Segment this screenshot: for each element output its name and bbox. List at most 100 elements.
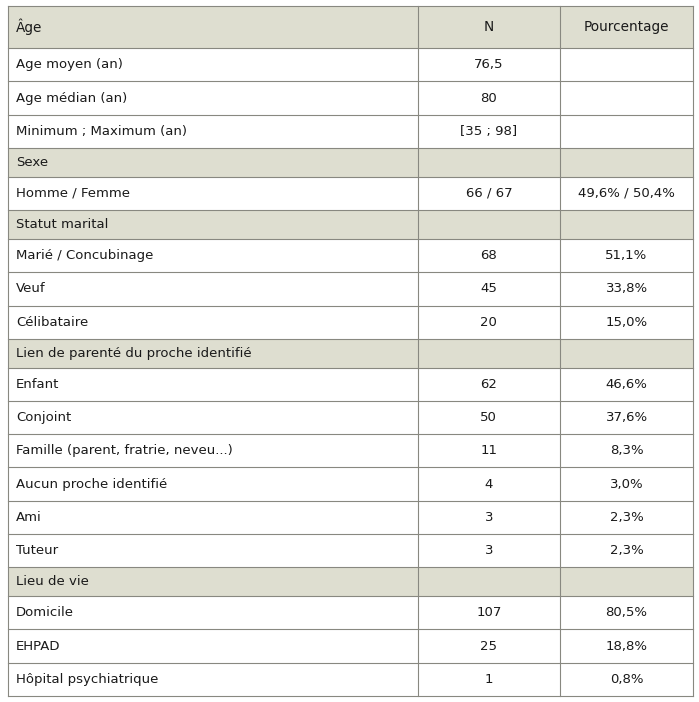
Bar bbox=[417, 501, 560, 534]
Bar bbox=[417, 401, 560, 435]
Bar bbox=[560, 239, 693, 272]
Text: 49,6% / 50,4%: 49,6% / 50,4% bbox=[578, 187, 675, 200]
Text: 0,8%: 0,8% bbox=[610, 673, 643, 686]
Bar bbox=[417, 630, 560, 663]
Bar bbox=[8, 596, 417, 630]
Text: [35 ; 98]: [35 ; 98] bbox=[461, 125, 517, 138]
Text: EHPAD: EHPAD bbox=[16, 640, 61, 653]
Text: Statut marital: Statut marital bbox=[16, 218, 108, 231]
Text: Veuf: Veuf bbox=[16, 282, 45, 296]
Bar bbox=[8, 435, 417, 468]
Text: 80,5%: 80,5% bbox=[605, 607, 647, 619]
Text: Ami: Ami bbox=[16, 511, 42, 524]
Bar bbox=[417, 114, 560, 148]
Text: 51,1%: 51,1% bbox=[605, 249, 648, 262]
Bar bbox=[8, 401, 417, 435]
Bar bbox=[560, 401, 693, 435]
Bar bbox=[560, 48, 693, 81]
Bar bbox=[8, 663, 417, 696]
Bar bbox=[560, 210, 693, 239]
Text: 33,8%: 33,8% bbox=[605, 282, 647, 296]
Bar bbox=[417, 596, 560, 630]
Bar bbox=[560, 596, 693, 630]
Bar bbox=[8, 48, 417, 81]
Bar bbox=[560, 534, 693, 567]
Bar bbox=[417, 534, 560, 567]
Text: N: N bbox=[484, 20, 494, 34]
Bar bbox=[560, 114, 693, 148]
Bar bbox=[8, 630, 417, 663]
Bar bbox=[560, 305, 693, 339]
Bar bbox=[8, 6, 417, 48]
Text: Lien de parenté du proche identifié: Lien de parenté du proche identifié bbox=[16, 347, 252, 359]
Text: Conjoint: Conjoint bbox=[16, 411, 71, 424]
Bar bbox=[417, 210, 560, 239]
Bar bbox=[8, 177, 417, 210]
Text: 18,8%: 18,8% bbox=[605, 640, 647, 653]
Bar bbox=[560, 368, 693, 401]
Bar bbox=[417, 339, 560, 368]
Text: 37,6%: 37,6% bbox=[605, 411, 647, 424]
Bar bbox=[417, 48, 560, 81]
Bar bbox=[8, 210, 417, 239]
Text: Lieu de vie: Lieu de vie bbox=[16, 575, 89, 588]
Text: Homme / Femme: Homme / Femme bbox=[16, 187, 130, 200]
Text: Pourcentage: Pourcentage bbox=[584, 20, 670, 34]
Bar bbox=[560, 468, 693, 501]
Bar bbox=[417, 272, 560, 305]
Bar bbox=[417, 663, 560, 696]
Bar bbox=[8, 272, 417, 305]
Bar bbox=[417, 435, 560, 468]
Text: 3,0%: 3,0% bbox=[610, 477, 643, 491]
Text: Famille (parent, fratrie, neveu...): Famille (parent, fratrie, neveu...) bbox=[16, 444, 233, 457]
Text: Sexe: Sexe bbox=[16, 156, 48, 169]
Text: 11: 11 bbox=[480, 444, 498, 457]
Text: 76,5: 76,5 bbox=[474, 58, 503, 72]
Bar bbox=[8, 468, 417, 501]
Text: Marié / Concubinage: Marié / Concubinage bbox=[16, 249, 153, 262]
Bar bbox=[8, 339, 417, 368]
Bar bbox=[560, 501, 693, 534]
Bar bbox=[560, 435, 693, 468]
Text: 66 / 67: 66 / 67 bbox=[466, 187, 512, 200]
Bar bbox=[560, 663, 693, 696]
Bar bbox=[417, 468, 560, 501]
Bar bbox=[417, 567, 560, 596]
Text: 1: 1 bbox=[484, 673, 493, 686]
Bar bbox=[8, 368, 417, 401]
Text: 3: 3 bbox=[484, 544, 493, 557]
Bar bbox=[560, 272, 693, 305]
Text: 45: 45 bbox=[480, 282, 497, 296]
Text: 80: 80 bbox=[480, 91, 497, 105]
Text: Hôpital psychiatrique: Hôpital psychiatrique bbox=[16, 673, 159, 686]
Bar bbox=[560, 177, 693, 210]
Bar bbox=[560, 630, 693, 663]
Text: Enfant: Enfant bbox=[16, 378, 59, 391]
Bar bbox=[417, 239, 560, 272]
Text: Aucun proche identifié: Aucun proche identifié bbox=[16, 477, 167, 491]
Bar bbox=[560, 339, 693, 368]
Bar bbox=[8, 567, 417, 596]
Text: 2,3%: 2,3% bbox=[610, 511, 644, 524]
Text: Minimum ; Maximum (an): Minimum ; Maximum (an) bbox=[16, 125, 187, 138]
Bar bbox=[560, 567, 693, 596]
Text: Age moyen (an): Age moyen (an) bbox=[16, 58, 123, 72]
Bar bbox=[560, 81, 693, 114]
Text: 107: 107 bbox=[476, 607, 502, 619]
Text: 2,3%: 2,3% bbox=[610, 544, 644, 557]
Bar bbox=[560, 6, 693, 48]
Bar bbox=[8, 501, 417, 534]
Bar bbox=[417, 368, 560, 401]
Bar bbox=[8, 305, 417, 339]
Text: 4: 4 bbox=[484, 477, 493, 491]
Text: Tuteur: Tuteur bbox=[16, 544, 58, 557]
Bar bbox=[560, 148, 693, 177]
Bar bbox=[8, 114, 417, 148]
Text: 20: 20 bbox=[480, 316, 497, 329]
Text: 46,6%: 46,6% bbox=[605, 378, 647, 391]
Bar bbox=[8, 148, 417, 177]
Text: 68: 68 bbox=[480, 249, 497, 262]
Bar bbox=[8, 81, 417, 114]
Text: 62: 62 bbox=[480, 378, 497, 391]
Text: Célibataire: Célibataire bbox=[16, 316, 88, 329]
